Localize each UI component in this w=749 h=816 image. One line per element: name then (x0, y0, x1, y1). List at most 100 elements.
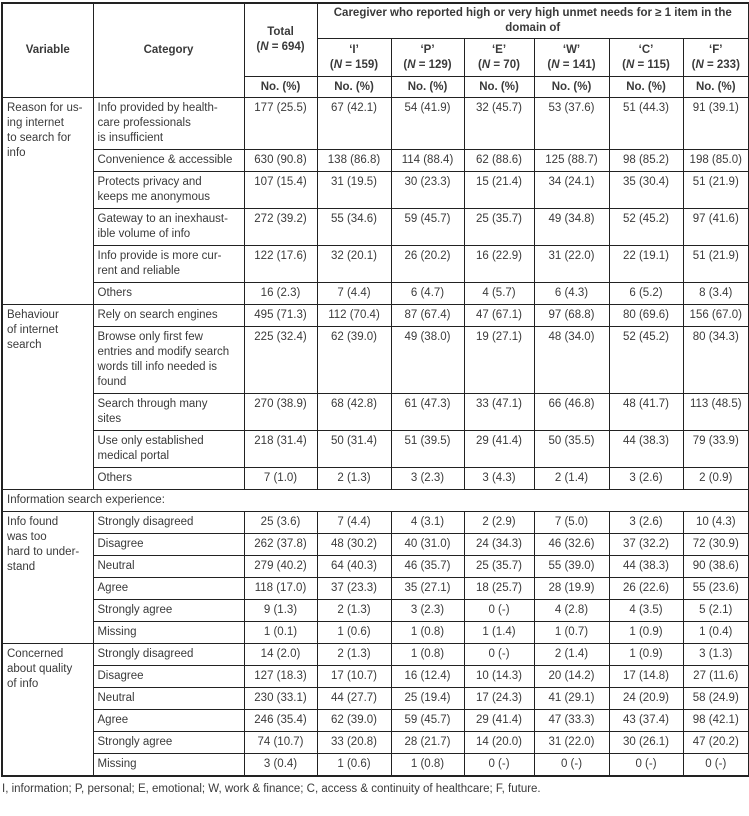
value-cell: 19 (27.1) (463, 326, 535, 394)
value-cell: 58 (24.9) (682, 687, 749, 710)
value-cell: 40 (31.0) (390, 533, 465, 556)
value-cell: 29 (41.4) (463, 430, 535, 468)
value-cell: 1 (0.9) (608, 643, 684, 666)
header-total-n: (N = 694) (256, 41, 305, 53)
table-row: Agree 118 (17.0) 37 (23.3) 35 (27.1) 18 … (2, 577, 749, 600)
category-cell: Protects privacy and keeps me anonymous (92, 171, 245, 209)
value-cell: 67 (42.1) (316, 97, 392, 150)
table-row: Protects privacy and keeps me anonymous … (2, 171, 749, 209)
category-cell: Neutral (92, 687, 245, 710)
header-domain-f: ‘F’ (N = 233) (682, 38, 749, 77)
value-cell: 3 (4.3) (463, 467, 535, 490)
value-cell: 43 (37.4) (608, 709, 684, 732)
value-cell: 127 (18.3) (243, 665, 318, 688)
value-cell: 46 (35.7) (390, 555, 465, 578)
header-domain-e: ‘E’ (N = 70) (463, 38, 535, 77)
table-row: Behaviour of internet search Rely on sea… (1, 304, 749, 490)
value-cell: 2 (0.9) (682, 467, 749, 490)
value-cell: 272 (39.2) (243, 208, 318, 246)
header-no-pct-c: No. (%) (608, 76, 684, 98)
value-cell: 25 (19.4) (390, 687, 465, 710)
category-cell: Others (92, 282, 245, 305)
category-cell: Strongly disagreed (92, 643, 245, 666)
value-cell: 47 (67.1) (463, 304, 535, 327)
value-cell: 7 (4.4) (316, 511, 392, 534)
value-cell: 17 (24.3) (463, 687, 535, 710)
unmet-needs-table: Variable Category Total (N = 694) Caregi… (1, 2, 749, 777)
value-cell: 52 (45.2) (608, 326, 684, 394)
value-cell: 495 (71.3) (243, 304, 318, 327)
value-cell: 17 (10.7) (316, 665, 392, 688)
value-cell: 80 (34.3) (682, 326, 749, 394)
value-cell: 0 (-) (682, 753, 749, 777)
table-row: Concerned about quality of info Strongly… (1, 643, 749, 777)
table-row: Strongly agree 9 (1.3) 2 (1.3) 3 (2.3) 0… (2, 599, 749, 622)
value-cell: 26 (20.2) (390, 245, 465, 283)
variable-cell: Concerned about quality of info (1, 643, 94, 777)
value-cell: 98 (85.2) (608, 149, 684, 172)
value-cell: 14 (20.0) (463, 731, 535, 754)
value-cell: 48 (30.2) (316, 533, 392, 556)
header-domain-c: ‘C’ (N = 115) (608, 38, 684, 77)
value-cell: 79 (33.9) (682, 430, 749, 468)
value-cell: 68 (42.8) (316, 393, 392, 431)
value-cell: 55 (23.6) (682, 577, 749, 600)
value-cell: 156 (67.0) (682, 304, 749, 327)
value-cell: 27 (11.6) (682, 665, 749, 688)
table-row: Others 7 (1.0) 2 (1.3) 3 (2.3) 3 (4.3) 2… (2, 467, 749, 490)
value-cell: 1 (1.4) (463, 621, 535, 644)
value-cell: 66 (46.8) (533, 393, 610, 431)
value-cell: 47 (20.2) (682, 731, 749, 754)
category-cell: Agree (92, 709, 245, 732)
value-cell: 2 (2.9) (463, 511, 535, 534)
table-row: Info found was too hard to under- stand … (1, 511, 749, 644)
table-row: Disagree 127 (18.3) 17 (10.7) 16 (12.4) … (2, 665, 749, 688)
value-cell: 53 (37.6) (533, 97, 610, 150)
value-cell: 91 (39.1) (682, 97, 749, 150)
category-cell: Use only established medical portal (92, 430, 245, 468)
header-no-pct-e: No. (%) (463, 76, 535, 98)
table-row: Others 16 (2.3) 7 (4.4) 6 (4.7) 4 (5.7) … (2, 282, 749, 305)
category-cell: Agree (92, 577, 245, 600)
value-cell: 7 (4.4) (316, 282, 392, 305)
table-row: Convenience & accessible 630 (90.8) 138 … (2, 149, 749, 172)
value-cell: 16 (2.3) (243, 282, 318, 305)
value-cell: 50 (31.4) (316, 430, 392, 468)
value-cell: 7 (1.0) (243, 467, 318, 490)
variable-cell: Info found was too hard to under- stand (1, 511, 94, 644)
value-cell: 30 (26.1) (608, 731, 684, 754)
value-cell: 59 (45.7) (390, 208, 465, 246)
value-cell: 33 (20.8) (316, 731, 392, 754)
value-cell: 2 (1.4) (533, 467, 610, 490)
value-cell: 3 (2.6) (608, 467, 684, 490)
value-cell: 2 (1.4) (533, 643, 610, 666)
table-body: Reason for us- ing internet to search fo… (1, 97, 749, 777)
value-cell: 279 (40.2) (243, 555, 318, 578)
header-domain-p: ‘P’ (N = 129) (390, 38, 465, 77)
value-cell: 16 (22.9) (463, 245, 535, 283)
value-cell: 218 (31.4) (243, 430, 318, 468)
table-row: Browse only first few entries and modify… (2, 326, 749, 394)
value-cell: 24 (34.3) (463, 533, 535, 556)
value-cell: 80 (69.6) (608, 304, 684, 327)
value-cell: 15 (21.4) (463, 171, 535, 209)
value-cell: 113 (48.5) (682, 393, 749, 431)
category-cell: Missing (92, 753, 245, 777)
value-cell: 122 (17.6) (243, 245, 318, 283)
value-cell: 630 (90.8) (243, 149, 318, 172)
table-row: Neutral 279 (40.2) 64 (40.3) 46 (35.7) 2… (2, 555, 749, 578)
value-cell: 270 (38.9) (243, 393, 318, 431)
value-cell: 31 (22.0) (533, 731, 610, 754)
value-cell: 26 (22.6) (608, 577, 684, 600)
value-cell: 74 (10.7) (243, 731, 318, 754)
header-row-3: No. (%) No. (%) No. (%) No. (%) No. (%) … (2, 76, 749, 98)
table-row: Info provide is more cur- rent and relia… (2, 245, 749, 283)
table-row: Gateway to an inexhaust- ible volume of … (2, 208, 749, 246)
value-cell: 3 (1.3) (682, 643, 749, 666)
header-no-pct-w: No. (%) (533, 76, 610, 98)
value-cell: 34 (24.1) (533, 171, 610, 209)
value-cell: 61 (47.3) (390, 393, 465, 431)
header-no-pct-total: No. (%) (243, 76, 318, 98)
header-domain-i: ‘I’ (N = 159) (316, 38, 392, 77)
table-row: Reason for us- ing internet to search fo… (1, 97, 749, 305)
